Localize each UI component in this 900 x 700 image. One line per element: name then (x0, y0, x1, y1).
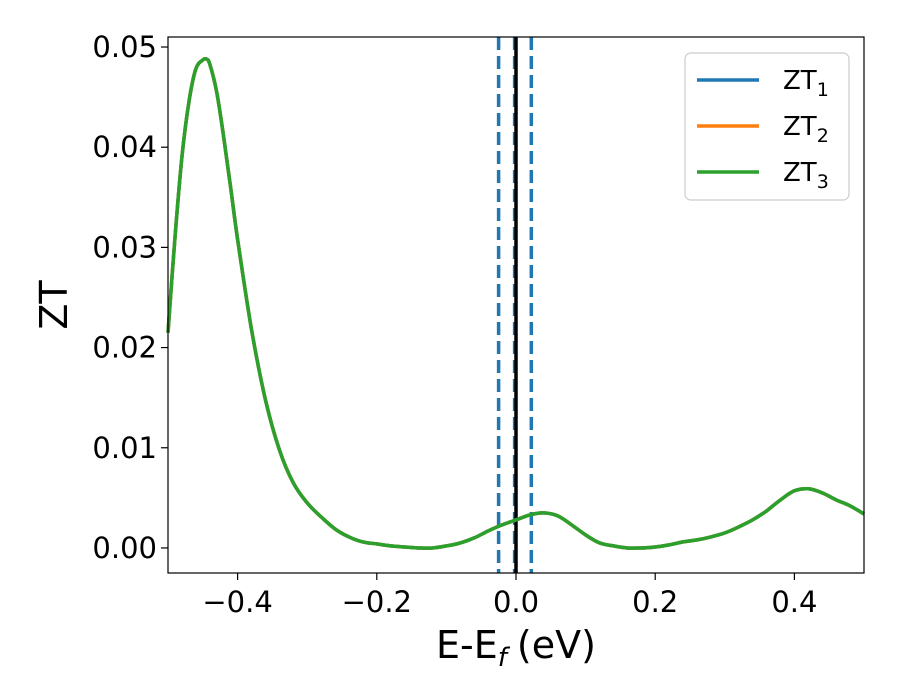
x-axis-ticks: −0.4 −0.2 0.0 0.2 0.4 (202, 573, 817, 619)
y-axis-ticks: 0.00 0.01 0.02 0.03 0.04 0.05 (92, 30, 168, 565)
x-tick-label: 0.0 (493, 585, 539, 619)
x-tick-label: 0.2 (632, 585, 678, 619)
legend-label-zt1: ZT1 (783, 66, 829, 101)
x-tick-label: −0.2 (342, 585, 412, 619)
x-tick-label: 0.4 (771, 585, 817, 619)
legend-box (684, 52, 850, 201)
series-line-zt3 (166, 56, 865, 550)
x-tick-label: −0.4 (202, 585, 272, 619)
y-tick-label: 0.05 (92, 30, 157, 64)
y-tick-label: 0.01 (92, 431, 157, 465)
series-lines (166, 56, 865, 550)
y-tick-label: 0.03 (92, 230, 157, 264)
legend: ZT1 ZT2 ZT3 (684, 52, 850, 201)
y-tick-label: 0.02 (92, 331, 157, 365)
vertical-lines (496, 37, 534, 573)
legend-label-zt2: ZT2 (783, 112, 829, 147)
legend-label-zt3: ZT3 (783, 158, 829, 193)
y-tick-label: 0.04 (92, 130, 157, 164)
x-axis-title: E-Ef (eV) (436, 623, 596, 673)
y-axis-title: ZT (32, 280, 76, 330)
y-tick-label: 0.00 (92, 531, 157, 565)
